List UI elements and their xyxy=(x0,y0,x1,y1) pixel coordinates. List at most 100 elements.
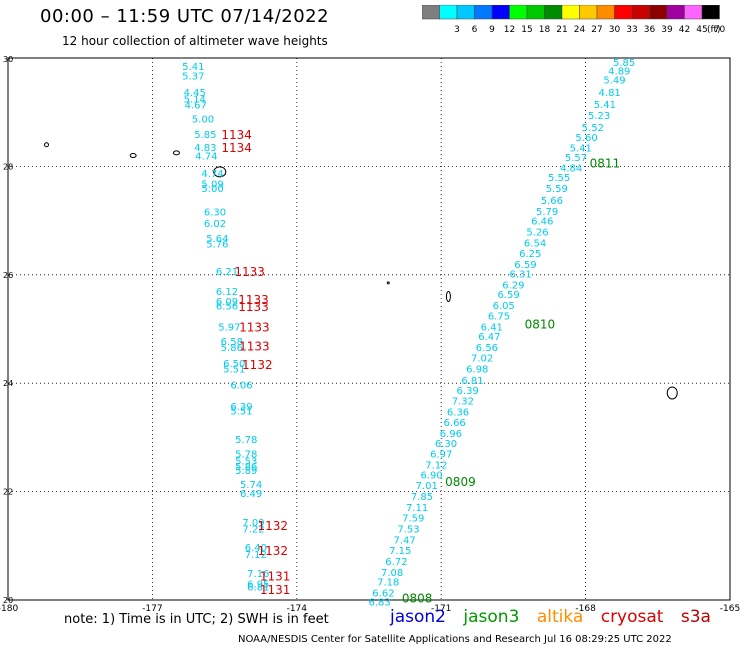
island-outline xyxy=(44,142,50,148)
wave-height-label: 7.59 xyxy=(402,514,424,525)
page-title: 00:00 – 11:59 UTC 07/14/2022 xyxy=(40,6,330,27)
wave-height-label: 5.52 xyxy=(582,123,604,134)
wave-height-label: 5.86 xyxy=(221,343,243,354)
pass-time-label: 0809 xyxy=(445,475,476,489)
wave-height-label: 5.23 xyxy=(588,111,610,122)
island-outline xyxy=(666,386,678,400)
wave-height-label: 6.59 xyxy=(514,260,536,271)
wave-height-label: 5.57 xyxy=(565,153,587,164)
wave-height-label: 6.21 xyxy=(216,267,238,278)
legend-tick-label: 15 xyxy=(521,25,532,35)
wave-height-label: 6.50 xyxy=(223,359,245,370)
wave-height-label: 6.25 xyxy=(519,249,541,260)
island-outline xyxy=(445,290,451,302)
wave-height-label: 6.56 xyxy=(216,302,238,313)
pass-time-label: 1132 xyxy=(242,358,273,372)
color-scale-legend: 3 6 9 12 15 18 21 24 27 30 33 36 39 42 45 70(ft) xyxy=(422,5,726,35)
legend-tick-label: 21 xyxy=(556,25,567,35)
wave-height-label: 4.74 xyxy=(195,152,217,163)
plot-frame xyxy=(7,57,731,601)
wave-height-label: 5.89 xyxy=(235,466,257,477)
wave-height-label: 6.97 xyxy=(430,450,452,461)
wave-height-label: 6.56 xyxy=(476,343,498,354)
pass-time-label: 1131 xyxy=(260,570,291,584)
wave-height-label: 5.37 xyxy=(182,71,204,82)
legend-tick-label: 24 xyxy=(574,25,586,35)
credit-line: NOAA/NESDIS Center for Satellite Applica… xyxy=(238,634,672,645)
wave-height-label: 7.01 xyxy=(416,481,438,492)
wave-height-label: 5.49 xyxy=(603,76,625,87)
wave-height-label: 7.15 xyxy=(389,546,411,557)
legend-tick-label: 12 xyxy=(504,25,515,35)
legend-tick-label: 3 xyxy=(454,25,460,35)
legend-unit: (ft) xyxy=(707,25,721,35)
legend-tick-label: 42 xyxy=(679,25,690,35)
island-outline xyxy=(172,150,180,156)
wave-height-label: 6.31 xyxy=(509,270,531,281)
pass-time-label: 1132 xyxy=(257,544,288,558)
legend-tick-label: 70 xyxy=(714,25,726,35)
y-tick-label: 28 xyxy=(3,162,13,171)
pass-time-label: 1131 xyxy=(260,583,291,597)
pass-time-label: 1133 xyxy=(238,293,269,307)
wave-height-label: 6.30 xyxy=(435,439,457,450)
wave-height-label: 6.40 xyxy=(245,543,267,554)
wave-height-label: 5.74 xyxy=(240,480,262,491)
wave-height-label: 6.46 xyxy=(531,217,553,228)
x-tick-label: -180 xyxy=(0,604,18,614)
wave-height-label: 6.12 xyxy=(216,287,238,298)
wave-height-label: 5.86 xyxy=(235,462,257,473)
wave-height-label: 5.51 xyxy=(230,406,252,417)
wave-height-label: 6.58 xyxy=(221,337,243,348)
wave-height-label: 5.41 xyxy=(182,62,204,73)
wave-height-label: 6.90 xyxy=(420,470,442,481)
wave-height-label: 7.08 xyxy=(381,568,403,579)
wave-height-label: 4.84 xyxy=(560,163,582,174)
legend-tick-label: 45 xyxy=(696,25,707,35)
wave-height-label: 6.66 xyxy=(444,418,466,429)
wave-height-label: 4.45 xyxy=(184,88,206,99)
wave-height-label: 6.05 xyxy=(493,301,515,312)
wave-height-label: 6.41 xyxy=(481,322,503,333)
legend-tick-label: 9 xyxy=(489,25,495,35)
wave-height-label: 6.59 xyxy=(497,290,519,301)
wave-height-label: 5.78 xyxy=(235,450,257,461)
pass-time-label: 0808 xyxy=(402,591,433,605)
pass-time-label: 1133 xyxy=(234,265,265,279)
wave-height-label: 5.59 xyxy=(546,184,568,195)
wave-height-label: 6.95 xyxy=(247,580,269,591)
wave-height-label: 6.62 xyxy=(372,588,394,599)
x-tick-label: -168 xyxy=(575,604,596,614)
wave-height-label: 5.00 xyxy=(192,115,214,126)
wave-height-label: 5.64 xyxy=(206,234,228,245)
legend-tick-label: 18 xyxy=(539,25,551,35)
x-tick-label: -171 xyxy=(431,604,451,614)
wave-height-label: 5.79 xyxy=(536,207,558,218)
wave-height-label: 6.06 xyxy=(230,380,252,391)
pass-time-label: 1133 xyxy=(238,300,269,314)
wave-height-label: 4.83 xyxy=(194,143,216,154)
wave-height-label: 6.72 xyxy=(385,557,407,568)
mission-jason2: jason2 xyxy=(390,607,446,627)
wave-height-label: 5.41 xyxy=(594,100,616,111)
wave-height-label: 7.12 xyxy=(425,461,447,472)
pass-time-label: 1133 xyxy=(239,320,270,334)
wave-height-label: 6.02 xyxy=(204,219,226,230)
pass-time-label: 1133 xyxy=(239,339,270,353)
wave-height-label: 6.39 xyxy=(230,402,252,413)
mission-jason3: jason3 xyxy=(463,607,520,627)
legend-swatch xyxy=(701,5,720,20)
y-tick-label: 22 xyxy=(3,488,13,497)
legend-tick-label: 6 xyxy=(472,25,478,35)
wave-height-label: 5.09 xyxy=(201,180,223,191)
x-tick-label: -177 xyxy=(142,604,162,614)
wave-height-label: 6.30 xyxy=(204,207,226,218)
wave-height-label: 6.81 xyxy=(247,582,269,593)
pass-time-label: 1134 xyxy=(221,141,252,155)
island-outline xyxy=(129,153,137,159)
wave-height-label: 4.81 xyxy=(599,88,621,99)
wave-height-label: 7.02 xyxy=(471,354,493,365)
wave-height-label: 6.29 xyxy=(502,281,524,292)
footnote: note: 1) Time is in UTC; 2) SWH is in fe… xyxy=(64,612,329,627)
